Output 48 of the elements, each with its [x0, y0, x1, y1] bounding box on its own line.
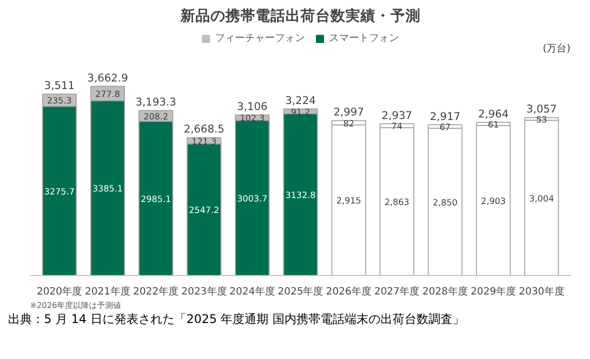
text: (万台) — [542, 42, 571, 54]
chart-title: 新品の携帯電話出荷台数実績・予測 — [180, 6, 420, 24]
data-label: 2985.1 — [140, 194, 172, 205]
total-label: 2,668.5 — [184, 122, 224, 136]
x-tick-label: 2027年度 — [374, 286, 420, 298]
data-label: 61 — [488, 120, 499, 130]
data-label: 53 — [536, 115, 548, 126]
x-tick-label: 2029年度 — [470, 286, 516, 298]
data-label: 2,850 — [432, 198, 458, 208]
data-label: 67 — [440, 123, 451, 134]
total-label: 2,964 — [478, 107, 509, 120]
data-label: 235.3 — [47, 96, 72, 107]
x-tick-label: 2028年度 — [422, 286, 468, 298]
total-label: 3,057 — [526, 102, 557, 116]
data-label: 3003.7 — [237, 194, 268, 204]
data-label: 2,903 — [480, 197, 506, 208]
data-label: 82 — [343, 119, 354, 130]
total-label: 2,997 — [333, 106, 364, 119]
total-label: 3,106 — [237, 100, 268, 114]
total-label: 3,662.9 — [87, 71, 128, 84]
total-label: 2,917 — [430, 110, 460, 123]
legend-label: フィーチャーフォン — [215, 32, 305, 45]
x-tick-label: 2030年度 — [518, 286, 564, 298]
total-label: 3,193.3 — [136, 96, 176, 109]
data-label: 2547.2 — [188, 206, 220, 216]
data-label: 3275.7 — [44, 187, 75, 198]
total-label: 3,224 — [285, 94, 316, 107]
total-label: 2,937 — [382, 108, 412, 122]
x-tick-label: 2024年度 — [230, 286, 276, 298]
x-tick-label: 2022年度 — [133, 286, 179, 298]
data-label: 74 — [391, 122, 403, 132]
data-label: 3,004 — [529, 194, 554, 204]
data-label: 277.8 — [95, 90, 120, 100]
x-tick-label: 2025年度 — [278, 286, 324, 298]
x-tick-label: 2020年度 — [36, 286, 82, 298]
data-label: 2,915 — [336, 196, 362, 207]
x-tick-label: 2023年度 — [181, 286, 227, 298]
data-label: 3385.1 — [92, 184, 123, 195]
x-tick-label: 2026年度 — [326, 286, 372, 298]
data-label: 2,863 — [384, 198, 410, 208]
text: ※2026年度以降は予測値 — [30, 300, 122, 312]
data-label: 208.2 — [143, 112, 168, 122]
data-label: 3132.8 — [285, 191, 316, 202]
x-tick-label: 2021年度 — [84, 286, 130, 298]
source-note: 出典：5 月 14 日に発表された「2025 年度通期 国内携帯電話端末の出荷台数調査」 — [8, 311, 465, 328]
total-label: 3,511 — [44, 79, 75, 92]
legend-label: スマートフォン — [329, 32, 399, 45]
bar — [380, 127, 414, 276]
